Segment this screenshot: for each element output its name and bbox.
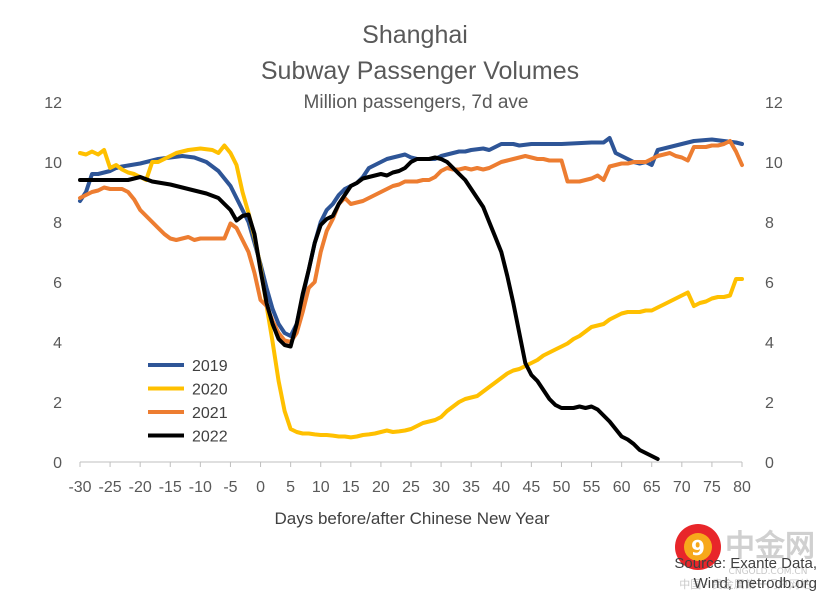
chart-subtitle: Subway Passenger Volumes — [261, 57, 579, 85]
x-tick-label: 25 — [402, 479, 420, 496]
series-lines — [78, 136, 744, 461]
legend-label-2019: 2019 — [192, 358, 228, 375]
y-tick-label-right: 8 — [765, 215, 774, 232]
x-tick-label: 20 — [372, 479, 390, 496]
x-tick-label: 75 — [703, 479, 721, 496]
chart-unit-label: Million passengers, 7d ave — [304, 92, 529, 113]
series-line-2022 — [78, 155, 660, 461]
y-tick-label-left: 12 — [44, 95, 62, 112]
legend: 2019 2020 2021 2022 — [148, 358, 228, 446]
y-tick-label-left: 4 — [53, 335, 62, 352]
source-line-2: Wind, metrodb.org — [694, 575, 817, 592]
axes: -30 -25 -20 -15 -10 -5 0 5 10 15 20 25 30 35 40 45 50 55 6… — [44, 95, 783, 496]
y-tick-label-right: 6 — [765, 275, 774, 292]
y-tick-label-left: 2 — [53, 395, 62, 412]
series-line-2021 — [78, 139, 744, 344]
x-tick-label: 45 — [522, 479, 540, 496]
x-tick-label: -30 — [68, 479, 91, 496]
y-tick-label-right: 12 — [765, 95, 783, 112]
y-tick-label-right: 2 — [765, 395, 774, 412]
chart-title: Shanghai — [362, 21, 468, 49]
x-tick-label: 65 — [643, 479, 661, 496]
watermark-domain: CNGOLD.COM.CN — [729, 567, 808, 577]
y-tick-label-right: 10 — [765, 155, 783, 172]
y-tick-label-right: 4 — [765, 335, 774, 352]
series-line-2019 — [78, 136, 744, 338]
legend-label-2022: 2022 — [192, 429, 228, 446]
x-tick-label: 15 — [342, 479, 360, 496]
watermark-brand: 中金网 — [725, 529, 815, 564]
x-tick-label: 60 — [613, 479, 631, 496]
y-tick-label-left: 0 — [53, 455, 62, 472]
x-tick-label: -10 — [189, 479, 212, 496]
y-tick-label-left: 10 — [44, 155, 62, 172]
legend-label-2021: 2021 — [192, 405, 228, 422]
x-tick-label: 10 — [312, 479, 330, 496]
y-tick-label-left: 8 — [53, 215, 62, 232]
y-tick-label-left: 6 — [53, 275, 62, 292]
watermark-logo-glyph: 9 — [691, 536, 705, 560]
x-tick-label: 30 — [432, 479, 450, 496]
x-tick-label: 35 — [462, 479, 480, 496]
source-line-1: Source: Exante Data, — [674, 555, 817, 572]
watermark-tagline: 中国 · 贵金属第一门户网站 — [679, 577, 811, 591]
legend-label-2020: 2020 — [192, 382, 228, 399]
x-tick-label: 70 — [673, 479, 691, 496]
x-axis-label: Days before/after Chinese New Year — [275, 509, 550, 528]
x-tick-label: -20 — [129, 479, 152, 496]
x-tick-label: 50 — [553, 479, 571, 496]
watermark: 9 中金网 CNGOLD.COM.CN 中国 · 贵金属第一门户网站 — [675, 524, 815, 591]
x-tick-label: 55 — [583, 479, 601, 496]
x-tick-label: 5 — [286, 479, 295, 496]
y-tick-label-right: 0 — [765, 455, 774, 472]
x-tick-label: 80 — [733, 479, 751, 496]
x-tick-label: -5 — [223, 479, 237, 496]
series-line-2020 — [78, 143, 744, 440]
x-tick-label: 0 — [256, 479, 265, 496]
x-tick-label: -25 — [99, 479, 122, 496]
x-tick-label: -15 — [159, 479, 182, 496]
x-tick-label: 40 — [492, 479, 510, 496]
